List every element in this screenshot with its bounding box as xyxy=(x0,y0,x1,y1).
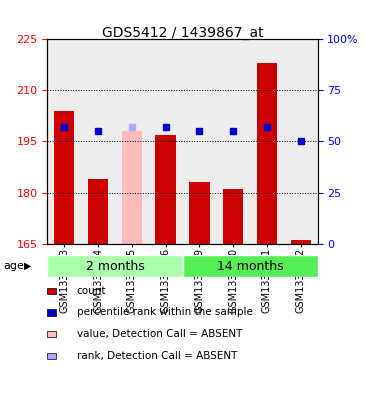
Bar xyxy=(88,179,108,244)
Bar xyxy=(182,255,318,277)
Text: age: age xyxy=(4,261,24,271)
Bar xyxy=(291,240,311,244)
Bar xyxy=(81,39,115,244)
Bar xyxy=(250,39,284,244)
Bar xyxy=(122,131,142,244)
Text: 2 months: 2 months xyxy=(86,260,144,273)
Bar xyxy=(257,63,277,244)
Bar xyxy=(284,39,318,244)
Text: GDS5412 / 1439867_at: GDS5412 / 1439867_at xyxy=(102,26,263,40)
Bar xyxy=(149,39,182,244)
Bar xyxy=(47,255,182,277)
Text: rank, Detection Call = ABSENT: rank, Detection Call = ABSENT xyxy=(77,351,237,361)
Bar xyxy=(223,189,243,244)
Text: value, Detection Call = ABSENT: value, Detection Call = ABSENT xyxy=(77,329,242,339)
Text: ▶: ▶ xyxy=(24,261,31,271)
Text: count: count xyxy=(77,286,106,296)
Text: 14 months: 14 months xyxy=(217,260,283,273)
Text: percentile rank within the sample: percentile rank within the sample xyxy=(77,307,253,318)
Bar xyxy=(115,39,149,244)
Bar xyxy=(47,39,81,244)
Bar xyxy=(216,39,250,244)
Bar xyxy=(155,135,176,244)
Bar xyxy=(182,39,216,244)
Bar xyxy=(54,111,74,244)
Bar xyxy=(189,182,210,244)
